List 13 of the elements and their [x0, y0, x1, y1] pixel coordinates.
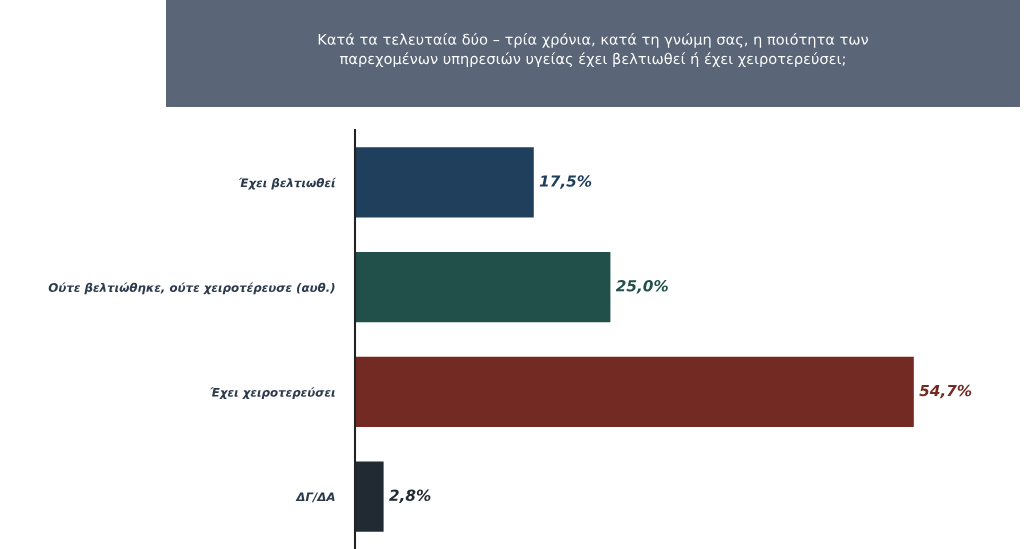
- y-tick-label: ΔΓ/ΔΑ: [295, 492, 335, 503]
- y-tick-label: Έχει χειροτερεύσει: [210, 387, 335, 400]
- bar: [355, 356, 914, 427]
- data-label: 25,0%: [615, 280, 668, 294]
- chart-title: Κατά τα τελευταία δύο – τρία χρόνια, κατά τη γνώμη σας, η ποιότητα των παρεχομένων υπηρεσιών υγείας έχει βελτιωθεί ή έχει χειροτερεύσει;: [318, 32, 869, 68]
- y-tick-label: Έχει βελτιωθεί: [238, 177, 337, 190]
- data-label: 54,7%: [919, 384, 972, 399]
- bar: [355, 461, 384, 532]
- data-label: 17,5%: [539, 175, 592, 189]
- bar: [355, 147, 534, 218]
- data-label: 2,8%: [389, 489, 431, 504]
- y-tick-label: Ούτε βελτιώθηκε, ούτε χειροτέρευσε (αυθ.): [48, 282, 335, 295]
- bar: [355, 252, 611, 323]
